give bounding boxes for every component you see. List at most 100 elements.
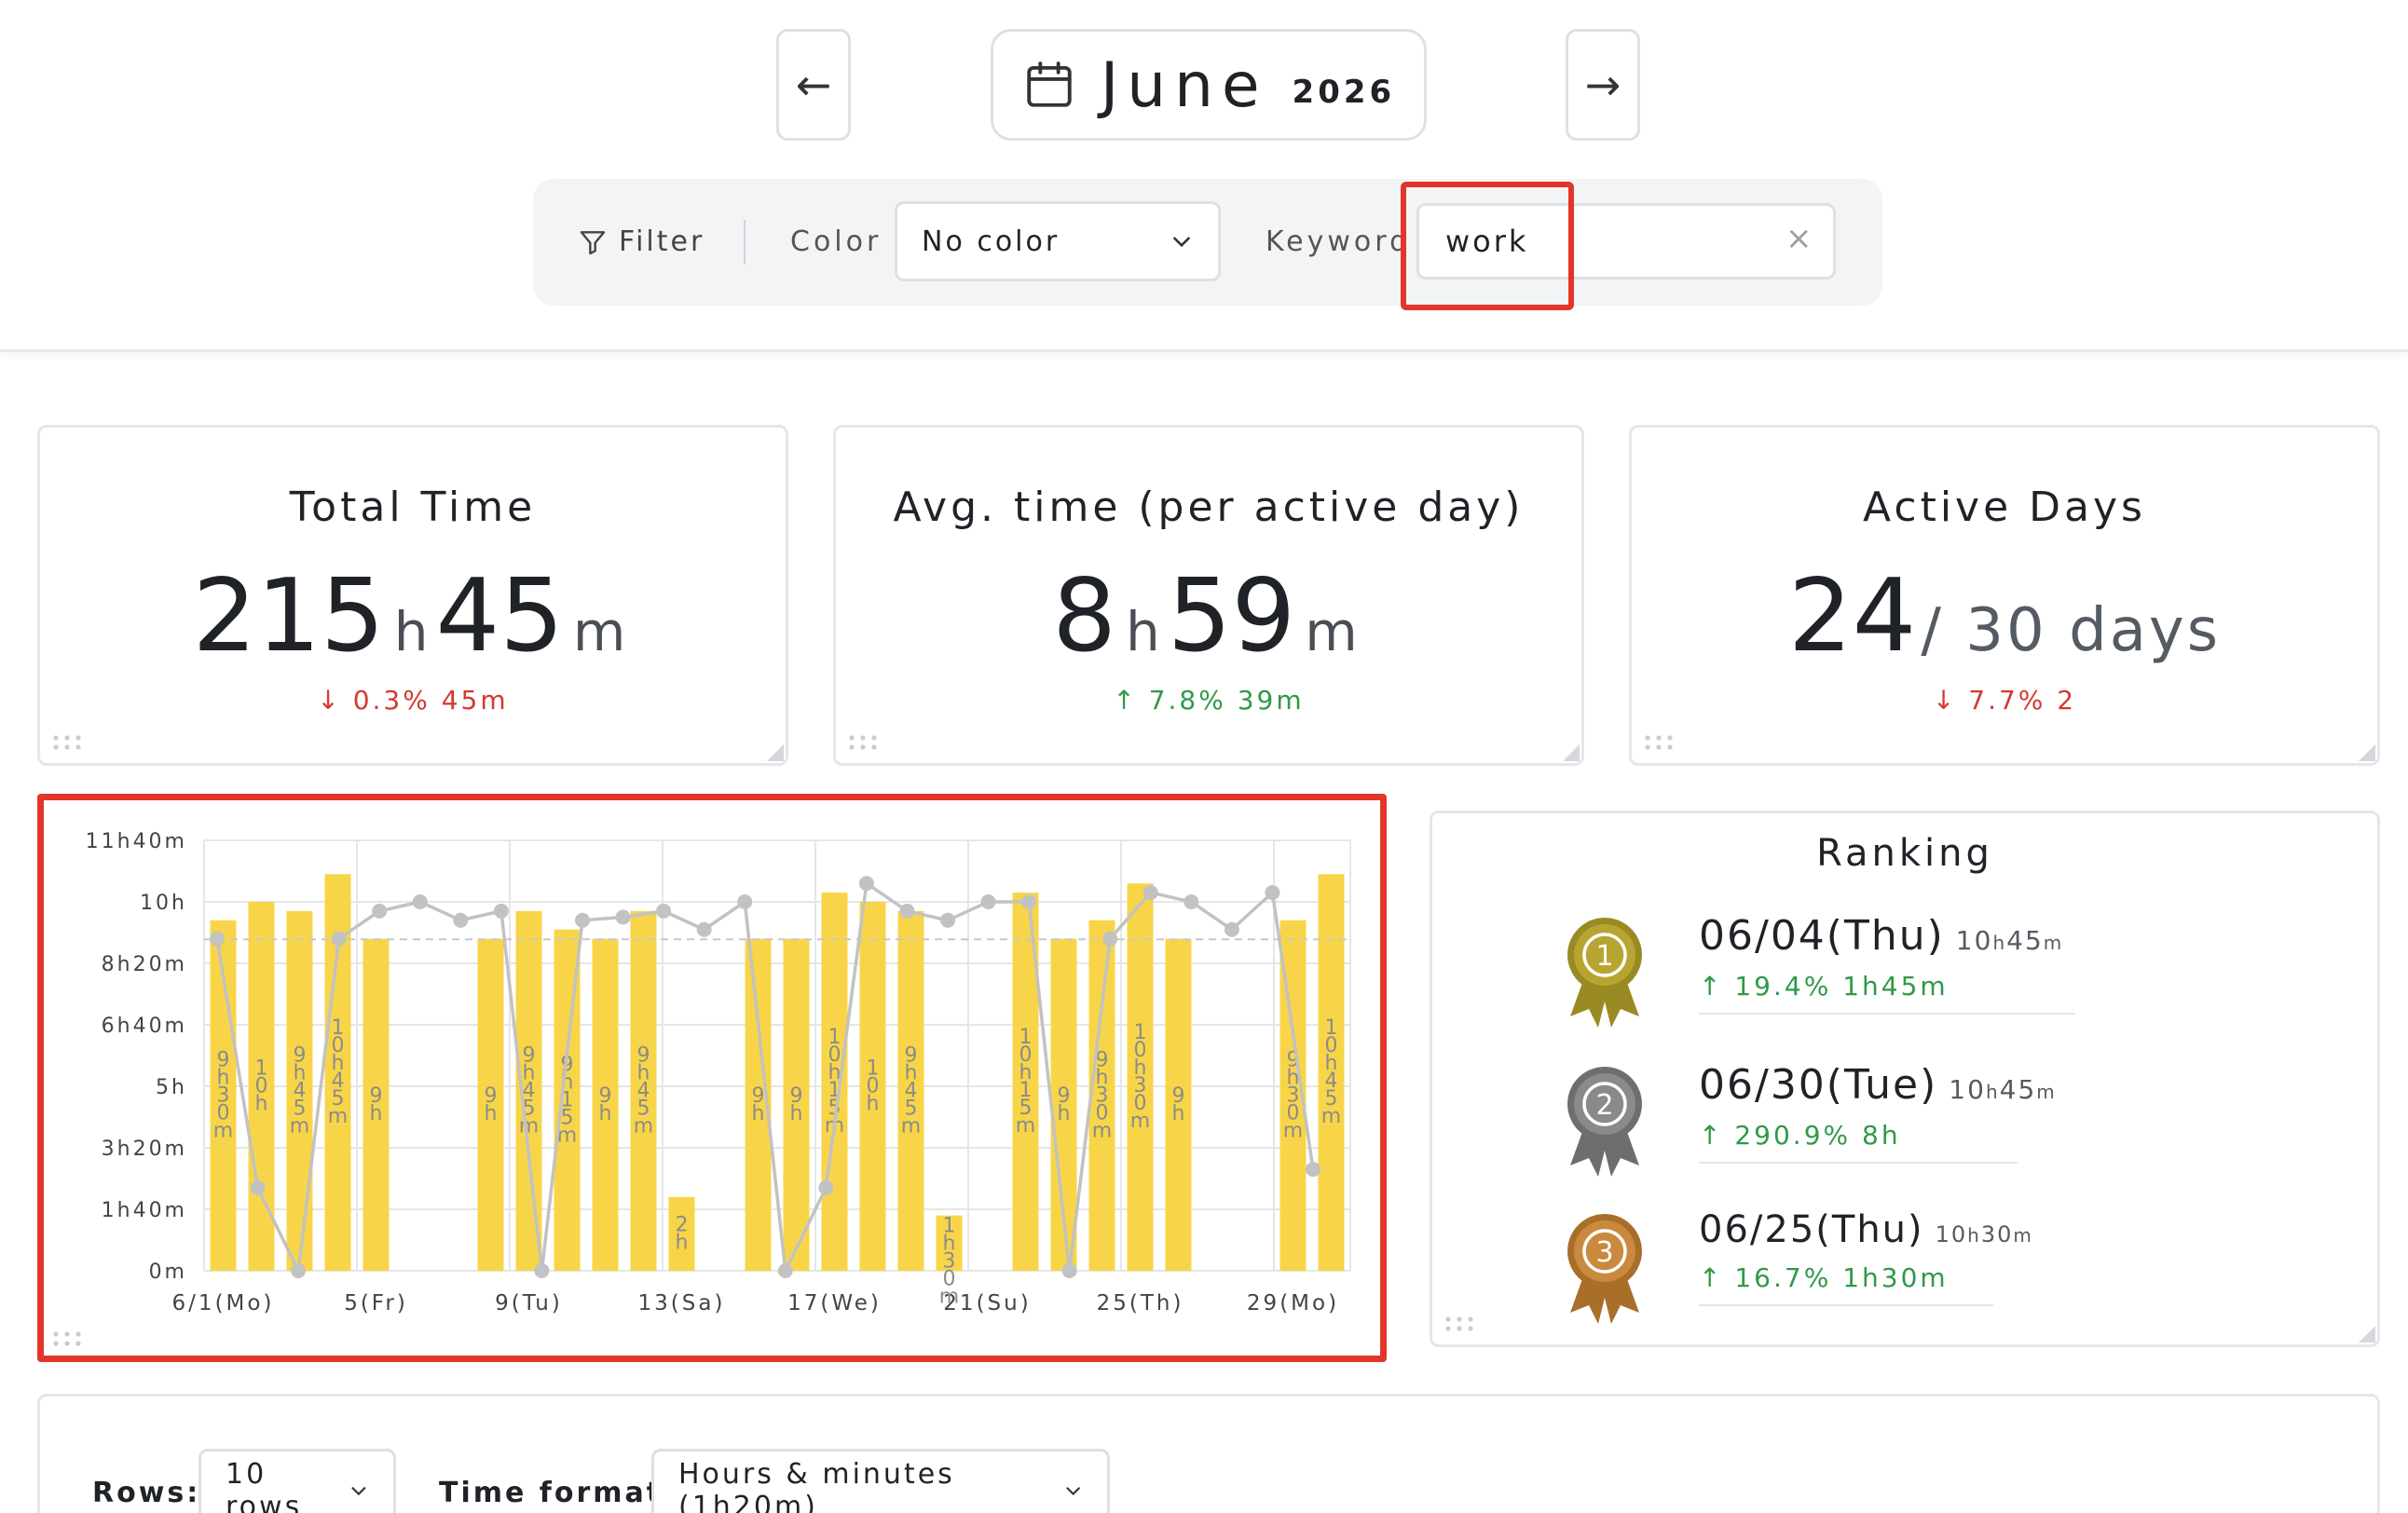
- trend-point: [1183, 894, 1199, 909]
- active-days-card: Active Days 24 / 30 days ↓ 7.7% 2: [1629, 425, 2380, 766]
- rows-label: Rows:: [92, 1477, 201, 1509]
- ranking-date: 06/30(Tue): [1699, 1061, 1938, 1109]
- daily-time-chart: 0m 1h40m 3h20m 5h 6h40m 8h20m 10h 11h40m 6/1(Mo)…: [86, 830, 1351, 1315]
- avg-time-title: Avg. time (per active day): [893, 484, 1525, 531]
- trend-point: [250, 1179, 266, 1195]
- trend-point: [1224, 921, 1239, 937]
- chart-bar: [668, 1196, 695, 1271]
- total-minutes: 45: [435, 558, 564, 675]
- month-picker-button[interactable]: June 2026: [991, 29, 1427, 141]
- trend-point: [940, 912, 955, 928]
- y-tick-label: 6h40m: [102, 1015, 187, 1038]
- rows-select[interactable]: 10 rows: [198, 1449, 396, 1513]
- trend-point: [1021, 894, 1037, 909]
- time-format-select-value: Hours & minutes (1h20m): [678, 1458, 955, 1513]
- x-tick-label: 25(Th): [1097, 1291, 1184, 1315]
- color-select[interactable]: No color: [895, 201, 1221, 281]
- drag-handle-icon[interactable]: [1643, 733, 1675, 752]
- trend-point: [210, 931, 225, 947]
- x-tick-label: 9(Tu): [495, 1291, 563, 1315]
- trend-point: [372, 903, 388, 919]
- ranking-divider: [1699, 1013, 2075, 1015]
- ranking-item-2[interactable]: 2 06/30(Tue) 10h45m ↑ 290.9% 8h: [1567, 1061, 2055, 1177]
- chart-bar: [821, 893, 848, 1271]
- x-tick-label: 21(Su): [943, 1291, 1031, 1315]
- arrow-right-icon: →: [1584, 60, 1621, 110]
- chart-bar: [248, 902, 275, 1271]
- chart-bar: [783, 938, 810, 1271]
- ranking-time: 10h45m: [1955, 925, 2064, 956]
- active-days-suffix: / 30 days: [1921, 596, 2222, 665]
- medal-number: 1: [1595, 940, 1613, 973]
- active-days-title: Active Days: [1863, 484, 2146, 531]
- x-tick-label: 13(Sa): [638, 1291, 726, 1315]
- chart-bar: [592, 938, 619, 1271]
- filter-divider: [744, 220, 746, 265]
- drag-handle-icon[interactable]: [51, 1329, 83, 1348]
- avg-time-value: 8 h59 m: [836, 558, 1581, 675]
- clear-icon[interactable]: ×: [1785, 220, 1813, 257]
- total-time-value: 215 h45 m: [40, 558, 786, 675]
- y-tick-label: 10h: [140, 892, 187, 915]
- minutes-unit: m: [1305, 600, 1358, 663]
- ranking-delta: ↑ 290.9% 8h: [1699, 1120, 1901, 1151]
- minutes-unit: m: [572, 600, 626, 663]
- prev-month-button[interactable]: ←: [776, 29, 851, 141]
- gold-medal-icon: 1: [1567, 918, 1642, 1028]
- resize-handle[interactable]: [767, 744, 784, 761]
- ranking-time: 10h45m: [1949, 1074, 2057, 1105]
- trend-point: [493, 903, 509, 919]
- y-tick-label: 11h40m: [86, 830, 187, 853]
- keyword-input[interactable]: [1416, 203, 1836, 279]
- ranking-title: Ranking: [1816, 832, 1993, 875]
- filter-label: Filter: [619, 225, 705, 258]
- y-tick-label: 0m: [149, 1261, 187, 1284]
- trend-point: [291, 1263, 307, 1278]
- trend-line: [215, 880, 1315, 1277]
- trend-point: [412, 894, 428, 909]
- resize-handle[interactable]: [2359, 1326, 2375, 1343]
- chart-bar: [936, 1215, 963, 1271]
- trend-point: [777, 1263, 793, 1278]
- ranking-card: Ranking 1 06/04(Thu) 10h45m ↑ 19.4% 1h45m…: [1430, 811, 2380, 1347]
- time-format-select[interactable]: Hours & minutes (1h20m): [651, 1449, 1110, 1513]
- trend-point: [534, 1263, 550, 1278]
- ranking-date: 06/25(Thu): [1699, 1208, 1924, 1251]
- ranking-item-3[interactable]: 3 06/25(Thu) 10h30m ↑ 16.7% 1h30m: [1567, 1208, 2032, 1324]
- silver-medal-icon: 2: [1567, 1067, 1642, 1177]
- trend-point: [331, 931, 347, 947]
- trend-point: [1061, 1263, 1077, 1278]
- resize-handle[interactable]: [2359, 744, 2375, 761]
- trend-point: [899, 903, 915, 919]
- table-card: Rows: 10 rows Time format: Hours & minut…: [37, 1394, 2380, 1513]
- drag-handle-icon[interactable]: [1443, 1315, 1475, 1333]
- bronze-medal-icon: 3: [1567, 1214, 1642, 1324]
- trend-point: [980, 894, 996, 909]
- trend-point: [1142, 885, 1158, 901]
- x-tick-label: 6/1(Mo): [172, 1291, 275, 1315]
- rows-select-value: 10 rows: [226, 1458, 303, 1513]
- ranking-delta: ↑ 16.7% 1h30m: [1699, 1262, 1949, 1293]
- drag-handle-icon[interactable]: [847, 733, 879, 752]
- avg-time-delta: ↑ 7.8% 39m: [1113, 685, 1305, 716]
- chart-bar: [1165, 938, 1192, 1271]
- chart-bar: [630, 910, 657, 1271]
- avg-time-card: Avg. time (per active day) 8 h59 m ↑ 7.8% …: [833, 425, 1584, 766]
- drag-handle-icon[interactable]: [51, 733, 83, 752]
- next-month-button[interactable]: →: [1566, 29, 1640, 141]
- top-bar: ← June 2026 → Filter Color No color Keyw…: [0, 0, 2408, 352]
- resize-handle[interactable]: [1563, 744, 1580, 761]
- filter-button[interactable]: Filter: [578, 225, 705, 258]
- y-tick-label: 1h40m: [102, 1199, 187, 1222]
- total-time-title: Total Time: [289, 484, 537, 531]
- ranking-item-1[interactable]: 1 06/04(Thu) 10h45m ↑ 19.4% 1h45m: [1567, 912, 2075, 1028]
